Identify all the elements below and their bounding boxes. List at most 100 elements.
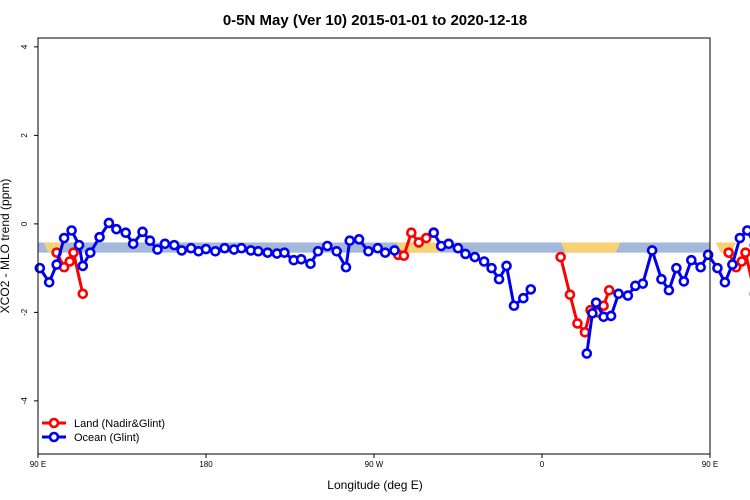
legend-marker-land bbox=[48, 417, 60, 429]
data-point-ocean-0-36 bbox=[331, 246, 342, 257]
data-point-ocean-2-19 bbox=[727, 259, 738, 270]
data-point-ocean-1-2 bbox=[443, 238, 454, 250]
data-point-ocean-1-0 bbox=[428, 227, 440, 239]
data-point-ocean-0-10 bbox=[111, 223, 122, 235]
data-point-land-0-2 bbox=[64, 256, 76, 267]
data-point-ocean-1-3 bbox=[452, 242, 464, 254]
data-point-land-3-0 bbox=[723, 247, 734, 258]
data-point-land-1-3 bbox=[413, 237, 425, 248]
data-point-ocean-0-28 bbox=[262, 247, 273, 258]
data-point-land-3-3 bbox=[740, 247, 750, 258]
data-point-ocean-1-10 bbox=[508, 300, 520, 312]
data-point-land-2-2 bbox=[572, 318, 583, 329]
y-tick-label-1: 2 bbox=[20, 133, 29, 138]
data-point-ocean-0-21 bbox=[200, 243, 212, 255]
data-point-ocean-0-9 bbox=[103, 217, 115, 229]
legend: Land (Nadir&Glint) Ocean (Glint) bbox=[42, 417, 165, 444]
data-point-land-1-4 bbox=[420, 232, 432, 244]
data-point-ocean-0-3 bbox=[58, 232, 70, 244]
data-point-ocean-0-35 bbox=[322, 240, 333, 252]
y-tick-label-2: 0 bbox=[20, 221, 29, 226]
data-point-ocean-2-9 bbox=[646, 245, 658, 256]
data-point-ocean-0-38 bbox=[344, 235, 356, 246]
data-point-ocean-2-6 bbox=[622, 290, 634, 301]
data-point-ocean-0-40 bbox=[363, 246, 374, 257]
x-tick-label-1: 180 bbox=[199, 460, 213, 469]
data-point-ocean-1-4 bbox=[460, 248, 471, 260]
band-highlight-2 bbox=[560, 242, 621, 253]
data-point-land-2-0 bbox=[555, 251, 566, 263]
data-point-land-2-3 bbox=[579, 326, 591, 338]
data-point-ocean-2-2 bbox=[590, 297, 602, 308]
data-point-ocean-0-8 bbox=[94, 231, 105, 243]
data-point-ocean-0-6 bbox=[77, 260, 89, 272]
y-tick-label-0: 4 bbox=[20, 44, 29, 49]
x-tick-label-3: 0 bbox=[540, 460, 545, 469]
data-point-ocean-2-20 bbox=[734, 232, 746, 244]
x-axis: 90 E 180 90 W 0 90 E bbox=[30, 454, 718, 469]
data-point-ocean-0-32 bbox=[295, 253, 307, 265]
data-point-land-1-2 bbox=[406, 227, 417, 239]
data-point-ocean-0-14 bbox=[144, 235, 156, 246]
y-tick-label-3: -2 bbox=[20, 308, 29, 316]
data-point-ocean-2-8 bbox=[637, 278, 649, 289]
y-axis-title: XCO2 - MLO trend (ppm) bbox=[0, 179, 12, 314]
data-point-ocean-0-25 bbox=[236, 242, 247, 254]
data-point-ocean-2-12 bbox=[671, 262, 682, 274]
data-point-ocean-0-22 bbox=[210, 246, 221, 257]
data-point-ocean-0-0 bbox=[34, 262, 46, 274]
data-point-land-2-7 bbox=[603, 284, 615, 296]
data-point-land-0-4 bbox=[77, 288, 89, 300]
data-point-land-3-2 bbox=[736, 256, 748, 267]
data-point-ocean-2-5 bbox=[613, 288, 624, 300]
y-tick-label-4: -4 bbox=[20, 397, 29, 405]
x-axis-title: Longitude (deg E) bbox=[327, 478, 422, 492]
data-point-ocean-2-0 bbox=[581, 348, 593, 359]
data-point-ocean-1-7 bbox=[486, 262, 497, 274]
data-point-ocean-0-5 bbox=[73, 239, 85, 251]
data-point-land-0-3 bbox=[68, 247, 79, 258]
data-point-ocean-0-42 bbox=[379, 247, 391, 258]
data-point-ocean-0-13 bbox=[137, 226, 148, 238]
data-point-ocean-1-11 bbox=[518, 292, 529, 304]
data-point-ocean-1-9 bbox=[501, 260, 512, 272]
data-point-ocean-2-1 bbox=[587, 307, 598, 319]
x-tick-label-4: 90 E bbox=[702, 460, 718, 469]
data-point-ocean-0-39 bbox=[353, 234, 365, 245]
data-point-ocean-0-30 bbox=[279, 247, 290, 258]
series-layer bbox=[34, 217, 750, 359]
data-point-ocean-0-43 bbox=[389, 245, 400, 256]
data-point-ocean-2-17 bbox=[712, 262, 723, 274]
data-point-ocean-0-23 bbox=[219, 242, 230, 254]
data-point-ocean-0-41 bbox=[372, 242, 384, 254]
data-point-ocean-1-5 bbox=[469, 251, 481, 263]
legend-marker-ocean bbox=[48, 431, 60, 443]
data-point-ocean-0-37 bbox=[340, 261, 352, 273]
data-point-ocean-1-8 bbox=[493, 273, 505, 285]
data-point-ocean-2-13 bbox=[678, 276, 690, 287]
data-point-ocean-2-11 bbox=[663, 284, 675, 296]
data-point-ocean-0-17 bbox=[168, 239, 180, 251]
data-point-ocean-2-18 bbox=[719, 276, 731, 288]
y-axis: 4 2 0 -2 -4 bbox=[20, 44, 38, 404]
data-point-ocean-0-16 bbox=[159, 238, 171, 250]
data-point-ocean-0-34 bbox=[312, 246, 324, 257]
x-tick-label-2: 90 W bbox=[365, 460, 384, 469]
data-point-land-1-1 bbox=[398, 250, 410, 262]
data-point-ocean-2-15 bbox=[695, 261, 706, 273]
data-point-ocean-0-12 bbox=[127, 238, 139, 250]
data-point-ocean-1-6 bbox=[478, 256, 490, 267]
chart-title: 0-5N May (Ver 10) 2015-01-01 to 2020-12-… bbox=[223, 12, 527, 29]
x-tick-label-0: 90 E bbox=[30, 460, 46, 469]
data-point-ocean-0-2 bbox=[51, 259, 62, 270]
legend-label-ocean: Ocean (Glint) bbox=[74, 432, 139, 444]
data-point-ocean-0-4 bbox=[66, 225, 77, 236]
data-point-ocean-0-7 bbox=[84, 247, 96, 258]
legend-label-land: Land (Nadir&Glint) bbox=[74, 418, 165, 430]
data-point-land-2-1 bbox=[564, 289, 576, 300]
data-point-ocean-1-12 bbox=[525, 284, 537, 295]
data-point-ocean-2-16 bbox=[702, 249, 714, 261]
data-point-ocean-0-33 bbox=[305, 258, 316, 270]
data-point-ocean-0-1 bbox=[43, 276, 55, 288]
